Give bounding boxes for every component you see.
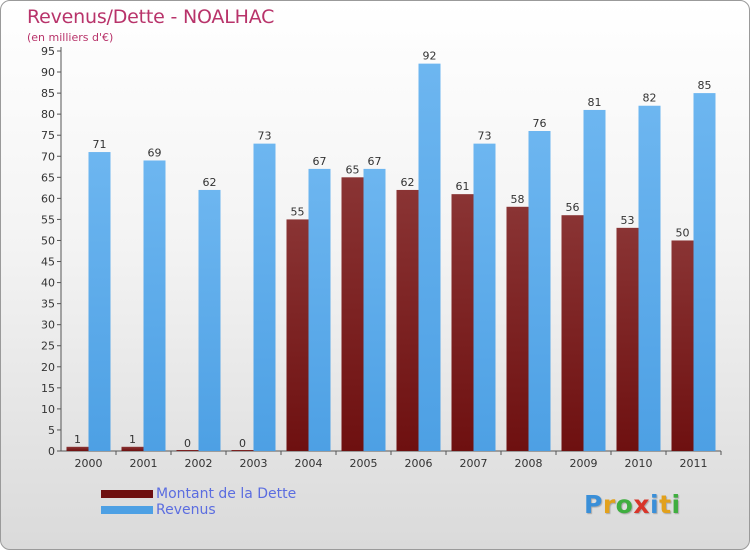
legend-label-revenue: Revenus (156, 502, 216, 518)
chart-axes: 0510152025303540455055606570758085909520… (41, 45, 722, 470)
data-label: 53 (621, 214, 635, 227)
data-label: 76 (533, 117, 547, 130)
bar-debt (671, 240, 694, 451)
logo-letter: x (633, 490, 650, 519)
y-tick-label: 40 (41, 277, 55, 290)
x-tick-label: 2003 (240, 457, 268, 470)
data-label: 81 (588, 96, 602, 109)
bar-revenue (583, 109, 606, 452)
bar-revenue (638, 105, 661, 451)
x-tick-label: 2005 (350, 457, 378, 470)
bar-debt (66, 446, 89, 451)
bar-debt (286, 219, 309, 451)
bar-revenue (528, 131, 551, 451)
x-tick-label: 2007 (460, 457, 488, 470)
y-tick-label: 25 (41, 340, 55, 353)
bar-debt (506, 206, 529, 451)
bar-revenue (253, 143, 276, 451)
legend-swatch-revenue (101, 506, 153, 514)
data-label: 67 (313, 155, 327, 168)
proxiti-logo: Proxiti (584, 490, 681, 519)
bar-revenue (473, 143, 496, 451)
data-label: 61 (456, 180, 470, 193)
bar-debt (341, 177, 364, 451)
logo-letter: t (659, 490, 672, 519)
logo-letter: P (584, 490, 603, 519)
y-tick-label: 15 (41, 382, 55, 395)
x-tick-label: 2002 (185, 457, 213, 470)
data-label: 1 (129, 433, 136, 446)
bar-debt (616, 227, 639, 451)
bar-revenue (143, 160, 166, 451)
logo-letter: o (615, 490, 634, 519)
chart-data-labels: 1 1 0 0 55 65 62 61 58 56 53 50 71 69 62 73 67 67 92 73 76 81… (74, 50, 712, 450)
data-label: 0 (184, 437, 191, 450)
data-label: 67 (368, 155, 382, 168)
y-tick-label: 20 (41, 361, 55, 374)
y-tick-label: 50 (41, 234, 55, 247)
data-label: 71 (93, 138, 107, 151)
y-tick-label: 35 (41, 298, 55, 311)
bar-revenue (308, 168, 331, 452)
bar-revenue (88, 152, 111, 452)
y-tick-label: 70 (41, 150, 55, 163)
legend-label-debt: Montant de la Dette (156, 486, 297, 502)
chart-title: Revenus/Dette - NOALHAC (27, 6, 275, 28)
y-tick-label: 95 (41, 45, 55, 58)
data-label: 50 (676, 226, 690, 239)
x-tick-label: 2009 (570, 457, 598, 470)
x-tick-label: 2011 (680, 457, 708, 470)
logo-letter: i (650, 490, 660, 519)
y-tick-label: 90 (41, 66, 55, 79)
y-tick-label: 45 (41, 256, 55, 269)
chart-bars (66, 63, 716, 452)
data-label: 56 (566, 201, 580, 214)
logo-letter: i (671, 490, 681, 519)
y-tick-label: 5 (48, 424, 55, 437)
data-label: 65 (346, 163, 360, 176)
y-tick-label: 85 (41, 87, 55, 100)
x-tick-label: 2006 (405, 457, 433, 470)
bar-debt (396, 189, 419, 451)
y-tick-label: 10 (41, 403, 55, 416)
y-tick-label: 75 (41, 129, 55, 142)
bar-revenue (198, 189, 221, 451)
bar-debt (121, 446, 144, 451)
y-tick-label: 0 (48, 445, 55, 458)
x-tick-label: 2001 (130, 457, 158, 470)
x-tick-label: 2010 (625, 457, 653, 470)
y-tick-label: 60 (41, 192, 55, 205)
data-label: 73 (478, 130, 492, 143)
x-tick-label: 2000 (75, 457, 103, 470)
data-label: 92 (423, 50, 437, 63)
bar-debt (561, 215, 584, 451)
y-tick-label: 65 (41, 171, 55, 184)
bar-revenue (363, 168, 386, 452)
y-tick-label: 55 (41, 213, 55, 226)
data-label: 82 (643, 92, 657, 105)
bar-revenue (418, 63, 441, 451)
data-label: 0 (239, 437, 246, 450)
bar-debt (451, 194, 474, 451)
data-label: 85 (698, 79, 712, 92)
data-label: 58 (511, 193, 525, 206)
legend-swatch-debt (101, 490, 153, 498)
y-tick-label: 30 (41, 319, 55, 332)
x-tick-label: 2004 (295, 457, 323, 470)
y-tick-label: 80 (41, 108, 55, 121)
bar-debt (231, 450, 254, 451)
data-label: 73 (258, 130, 272, 143)
data-label: 69 (148, 146, 162, 159)
bar-revenue (693, 93, 716, 452)
data-label: 62 (401, 176, 415, 189)
data-label: 1 (74, 433, 81, 446)
data-label: 55 (291, 205, 305, 218)
x-tick-label: 2008 (515, 457, 543, 470)
bar-debt (176, 450, 199, 451)
logo-letter: r (602, 490, 616, 519)
data-label: 62 (203, 176, 217, 189)
chart-subtitle: (en milliers d'€) (27, 31, 114, 44)
